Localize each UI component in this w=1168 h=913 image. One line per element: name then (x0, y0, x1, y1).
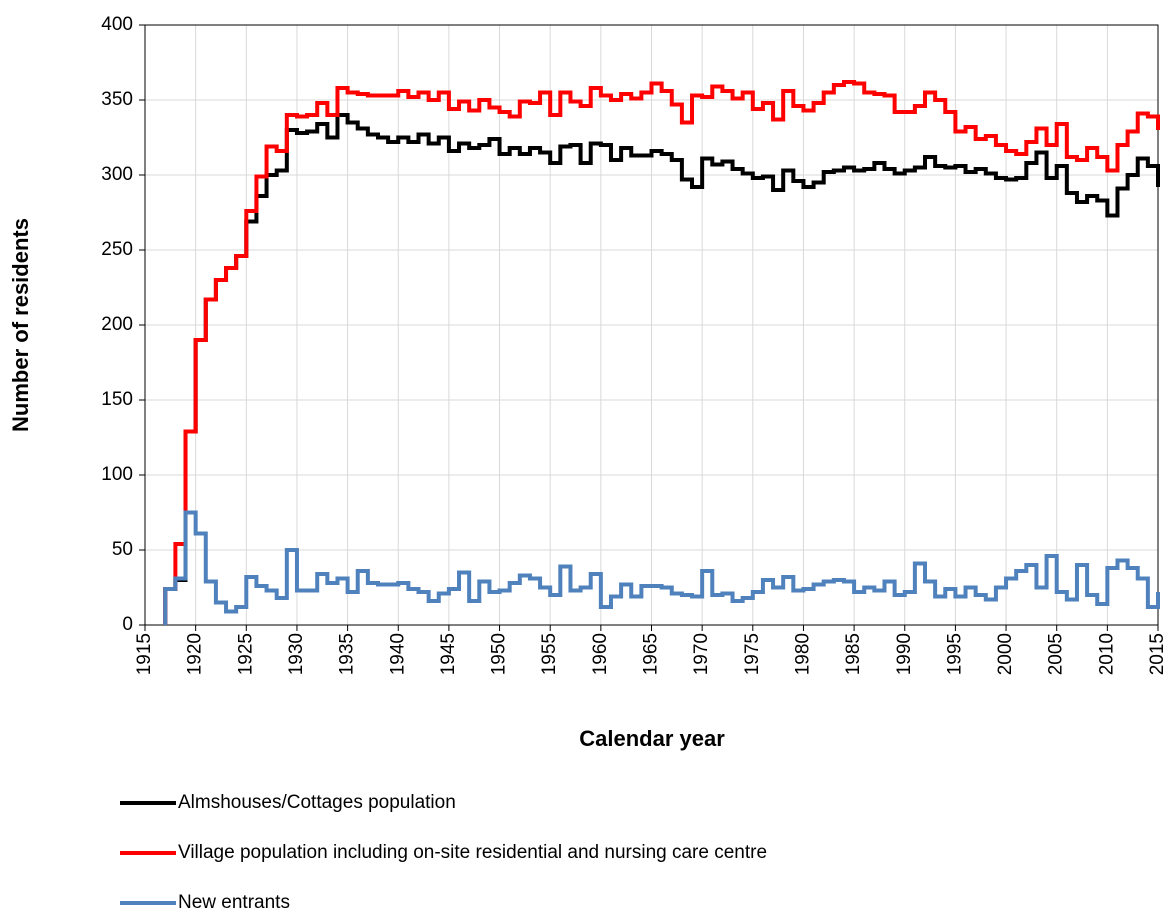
x-tick-label: 1980 (792, 633, 813, 675)
y-axis-title: Number of residents (8, 218, 33, 432)
series-line (163, 510, 1160, 625)
legend-text: New entrants (178, 892, 290, 913)
series-line (163, 113, 1160, 625)
y-tick-label: 100 (101, 464, 133, 485)
y-tick-label: 300 (101, 164, 133, 185)
legend-text: Village population including on-site res… (178, 842, 767, 863)
x-tick-label: 1920 (185, 633, 206, 675)
x-tick-label: 2015 (1147, 633, 1168, 675)
x-tick-label: 1925 (235, 633, 256, 675)
x-tick-label: 2005 (1046, 633, 1067, 675)
y-tick-label: 200 (101, 314, 133, 335)
x-tick-label: 1965 (641, 633, 662, 675)
y-tick-label: 250 (101, 239, 133, 260)
x-tick-label: 1975 (742, 633, 763, 675)
x-tick-label: 1985 (843, 633, 864, 675)
x-tick-label: 1955 (539, 633, 560, 675)
legend-text: Almshouses/Cottages population (178, 792, 456, 813)
x-tick-label: 1945 (438, 633, 459, 675)
y-tick-label: 0 (122, 614, 133, 635)
x-axis-title: Calendar year (579, 726, 725, 751)
y-tick-label: 150 (101, 389, 133, 410)
x-tick-label: 1960 (590, 633, 611, 675)
y-tick-label: 350 (101, 89, 133, 110)
x-tick-label: 1990 (894, 633, 915, 675)
x-tick-label: 1940 (387, 633, 408, 675)
y-tick-label: 400 (101, 14, 133, 35)
x-tick-label: 2000 (995, 633, 1016, 675)
series-line (163, 80, 1160, 625)
x-tick-label: 1930 (286, 633, 307, 675)
plot-border (144, 24, 1159, 626)
x-tick-label: 1915 (134, 633, 155, 675)
x-tick-label: 1935 (337, 633, 358, 675)
x-tick-label: 2010 (1096, 633, 1117, 675)
y-tick-label: 50 (112, 539, 133, 560)
x-tick-label: 1970 (691, 633, 712, 675)
x-tick-label: 1950 (489, 633, 510, 675)
x-tick-label: 1995 (944, 633, 965, 675)
